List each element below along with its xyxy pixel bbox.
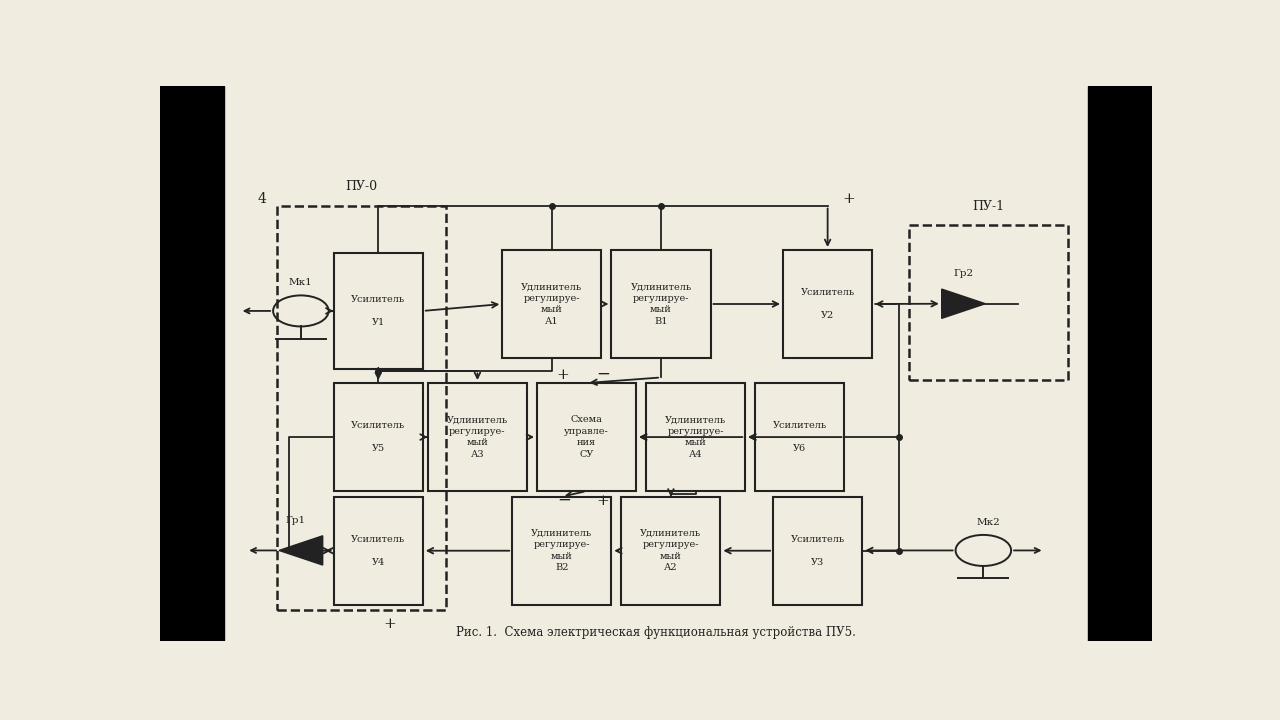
Bar [646,383,745,491]
Polygon shape [279,536,323,565]
Text: Мк1: Мк1 [289,279,312,287]
Bar [334,497,422,605]
Text: Рис. 1.  Схема электрическая функциональная устройства ПУ5.: Рис. 1. Схема электрическая функциональн… [456,626,856,639]
Bar [783,250,872,358]
Text: Удлинитель
регулируе-
мый
А4: Удлинитель регулируе- мый А4 [666,415,726,459]
Bar [538,383,636,491]
Text: Удлинитель
регулируе-
мый
А2: Удлинитель регулируе- мый А2 [640,529,701,572]
Text: Гр1: Гр1 [285,516,306,525]
Bar [276,206,445,611]
Text: −: − [557,492,571,509]
Bar [512,497,612,605]
Text: Усилитель

У5: Усилитель У5 [351,421,406,453]
Bar [160,86,224,641]
Text: Усилитель

У2: Усилитель У2 [800,288,855,320]
Bar [612,250,710,358]
Text: Удлинитель
регулируе-
мый
В1: Удлинитель регулируе- мый В1 [630,282,691,325]
Text: 4: 4 [257,192,266,206]
Bar [773,497,863,605]
Bar [755,383,845,491]
Bar [621,497,721,605]
Bar [502,250,602,358]
Text: ПУ-1: ПУ-1 [973,200,1005,213]
Text: Гр2: Гр2 [954,269,974,278]
Bar [334,383,422,491]
Text: +: + [383,617,396,631]
Text: +: + [557,368,570,382]
Text: +: + [842,192,855,206]
Text: Схема
управле-
ния
СУ: Схема управле- ния СУ [564,415,609,459]
Bar [909,225,1068,380]
Text: −: − [596,366,611,382]
Text: +: + [596,494,609,508]
Text: ПУ-0: ПУ-0 [346,181,378,194]
Bar [334,253,422,369]
Text: Удлинитель
регулируе-
мый
А3: Удлинитель регулируе- мый А3 [447,415,508,459]
Text: Усилитель

У4: Усилитель У4 [351,535,406,567]
Text: Усилитель

У1: Усилитель У1 [351,295,406,327]
Text: Удлинитель
регулируе-
мый
В2: Удлинитель регулируе- мый В2 [531,529,593,572]
Text: Мк2: Мк2 [977,518,1000,527]
Text: Удлинитель
регулируе-
мый
А1: Удлинитель регулируе- мый А1 [521,282,582,325]
Text: Усилитель

У6: Усилитель У6 [773,421,827,453]
Bar [428,383,527,491]
Polygon shape [942,289,986,318]
Text: Усилитель

У3: Усилитель У3 [791,535,845,567]
Bar [1088,86,1152,641]
